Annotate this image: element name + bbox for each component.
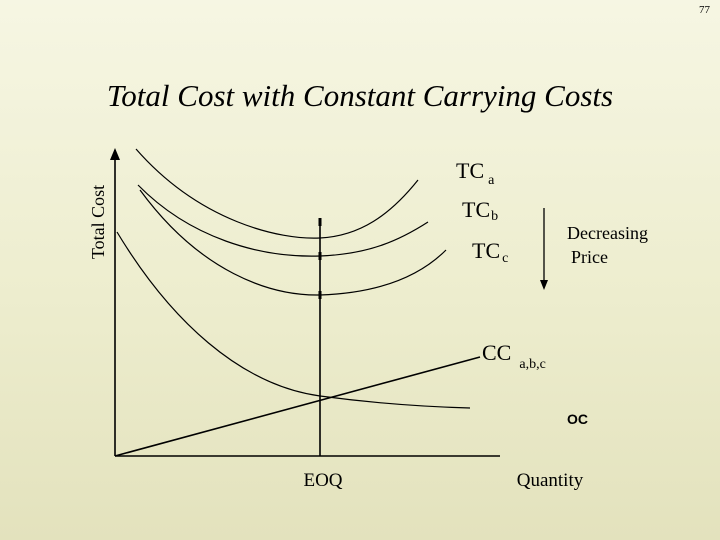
- cc-label: CC a,b,c: [482, 340, 546, 372]
- cc-line: [114, 356, 481, 457]
- tc-a-curve: [135, 148, 419, 239]
- slide-title: Total Cost with Constant Carrying Costs: [106, 78, 614, 113]
- y-axis-label: Total Cost: [88, 185, 108, 259]
- decreasing-price-label-line2: Price: [571, 247, 608, 267]
- eoq-label: EOQ: [303, 470, 342, 491]
- oc-label: OC: [567, 411, 588, 427]
- decreasing-price-label-line1: Decreasing: [567, 223, 648, 243]
- y-axis-arrowhead: [110, 148, 120, 160]
- page-number: 77: [699, 4, 710, 16]
- tc-c-label: TC c: [472, 238, 508, 266]
- tc-b-curve: [137, 184, 429, 257]
- decreasing-price-arrowhead: [540, 280, 548, 290]
- x-axis-label: Quantity: [517, 470, 584, 491]
- tc-b-label: TCb: [462, 197, 498, 224]
- tc-a-label: TC a: [456, 158, 495, 188]
- tc-c-curve: [139, 189, 447, 296]
- oc-curve: [116, 231, 471, 409]
